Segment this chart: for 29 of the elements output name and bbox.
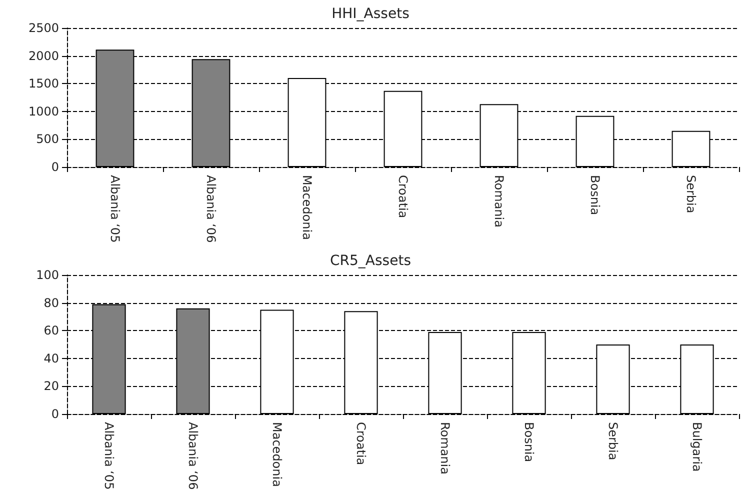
y-tick-label: 500 (36, 132, 59, 146)
y-tick-label: 2500 (28, 21, 59, 35)
y-tick-label: 1500 (28, 76, 59, 91)
y-tick-label: 20 (44, 379, 59, 394)
x-tick-label: Albania ‘06 (186, 422, 200, 490)
x-tick-label: Romania (492, 175, 506, 228)
x-tick-label: Bosnia (588, 175, 602, 216)
x-tick-label: Serbia (606, 422, 620, 460)
x-tick-label: Croatia (396, 175, 410, 218)
chart-title: CR5_Assets (330, 253, 411, 269)
y-tick-label: 60 (44, 324, 59, 338)
y-tick-label: 0 (51, 160, 59, 174)
x-tick-label: Romania (438, 422, 452, 474)
x-tick-label: Macedonia (300, 175, 314, 240)
x-tick-label: Albania ‘05 (102, 422, 116, 490)
y-tick-label: 1000 (28, 104, 59, 118)
x-tick-label: Serbia (684, 175, 698, 214)
x-tick-label: Croatia (354, 422, 368, 466)
y-tick-label: 100 (36, 268, 59, 282)
y-tick-label: 2000 (28, 48, 59, 63)
x-tick-label: Albania ‘05 (108, 175, 122, 243)
chart-title: HHI_Assets (332, 6, 410, 22)
x-tick-label: Bosnia (522, 422, 536, 462)
y-tick-label: 80 (44, 296, 59, 310)
x-tick-label: Macedonia (270, 422, 284, 487)
y-tick-label: 0 (51, 407, 59, 421)
y-tick-label: 40 (44, 351, 59, 366)
x-tick-label: Albania ‘06 (204, 175, 218, 243)
x-tick-label: Bulgaria (690, 422, 704, 472)
